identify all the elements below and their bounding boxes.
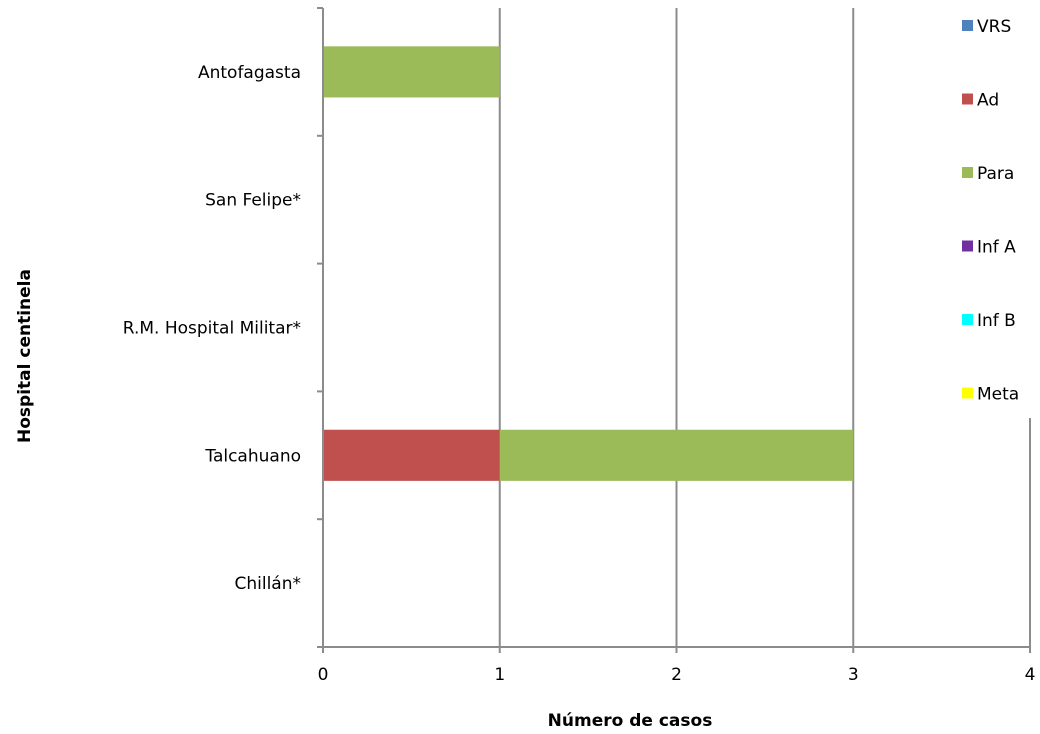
legend-label: VRS <box>977 17 1011 37</box>
legend-swatch <box>962 240 973 252</box>
bars <box>323 46 854 481</box>
x-axis-title: Número de casos <box>548 711 713 731</box>
x-tick-label: 1 <box>494 665 505 685</box>
legend-label: Inf B <box>977 311 1016 331</box>
x-tick-label: 2 <box>671 665 682 685</box>
legend-background <box>950 8 1032 418</box>
bar-segment-para <box>323 46 500 98</box>
x-tick-label: 0 <box>318 665 329 685</box>
category-label: Antofagasta <box>198 63 301 83</box>
legend-swatch <box>962 93 973 105</box>
category-label: Talcahuano <box>204 446 301 466</box>
category-labels: Antofagasta San Felipe* R.M. Hospital Mili… <box>123 63 301 594</box>
legend-label: Inf A <box>977 238 1016 258</box>
legend-swatch <box>962 314 973 325</box>
category-label: San Felipe* <box>205 191 301 211</box>
legend-swatch <box>962 387 973 399</box>
legend-label: Ad <box>977 91 999 111</box>
legend-label: Para <box>977 164 1014 184</box>
axes <box>317 7 1031 653</box>
legend: VRS Ad Para Inf A Inf B Meta <box>950 8 1032 418</box>
x-tick-labels: 0 1 2 3 4 <box>318 665 1036 685</box>
x-tick-label: 3 <box>848 665 859 685</box>
category-label: Chillán* <box>234 574 301 594</box>
legend-swatch <box>962 20 973 31</box>
category-label: R.M. Hospital Militar* <box>123 319 301 339</box>
legend-swatch <box>962 167 973 178</box>
bar-segment-para <box>499 429 854 481</box>
legend-label: Meta <box>977 385 1019 405</box>
y-axis-title: Hospital centinela <box>15 269 35 443</box>
x-tick-label: 4 <box>1025 665 1036 685</box>
bar-segment-ad <box>323 429 500 481</box>
